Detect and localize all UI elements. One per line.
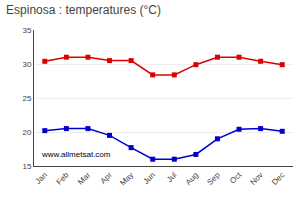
svg-text:Jan: Jan [34,170,49,185]
svg-text:Sep: Sep [205,170,222,187]
svg-text:Mar: Mar [76,170,92,186]
svg-text:20: 20 [22,128,31,137]
svg-text:15: 15 [22,162,31,171]
svg-text:Apr: Apr [99,170,114,185]
svg-text:30: 30 [22,60,31,69]
svg-text:Aug: Aug [184,170,200,186]
svg-text:Nov: Nov [248,170,264,186]
svg-text:Oct: Oct [228,170,244,186]
svg-text:Jul: Jul [165,170,179,184]
svg-text:Espinosa : temperatures (°C): Espinosa : temperatures (°C) [6,3,161,17]
svg-text:35: 35 [22,26,31,35]
svg-text:Feb: Feb [55,170,72,187]
svg-text:25: 25 [22,94,31,103]
svg-text:Dec: Dec [270,170,286,186]
svg-text:www.allmetsat.com: www.allmetsat.com [41,150,111,159]
svg-text:May: May [118,170,135,187]
svg-text:Jun: Jun [141,170,156,185]
